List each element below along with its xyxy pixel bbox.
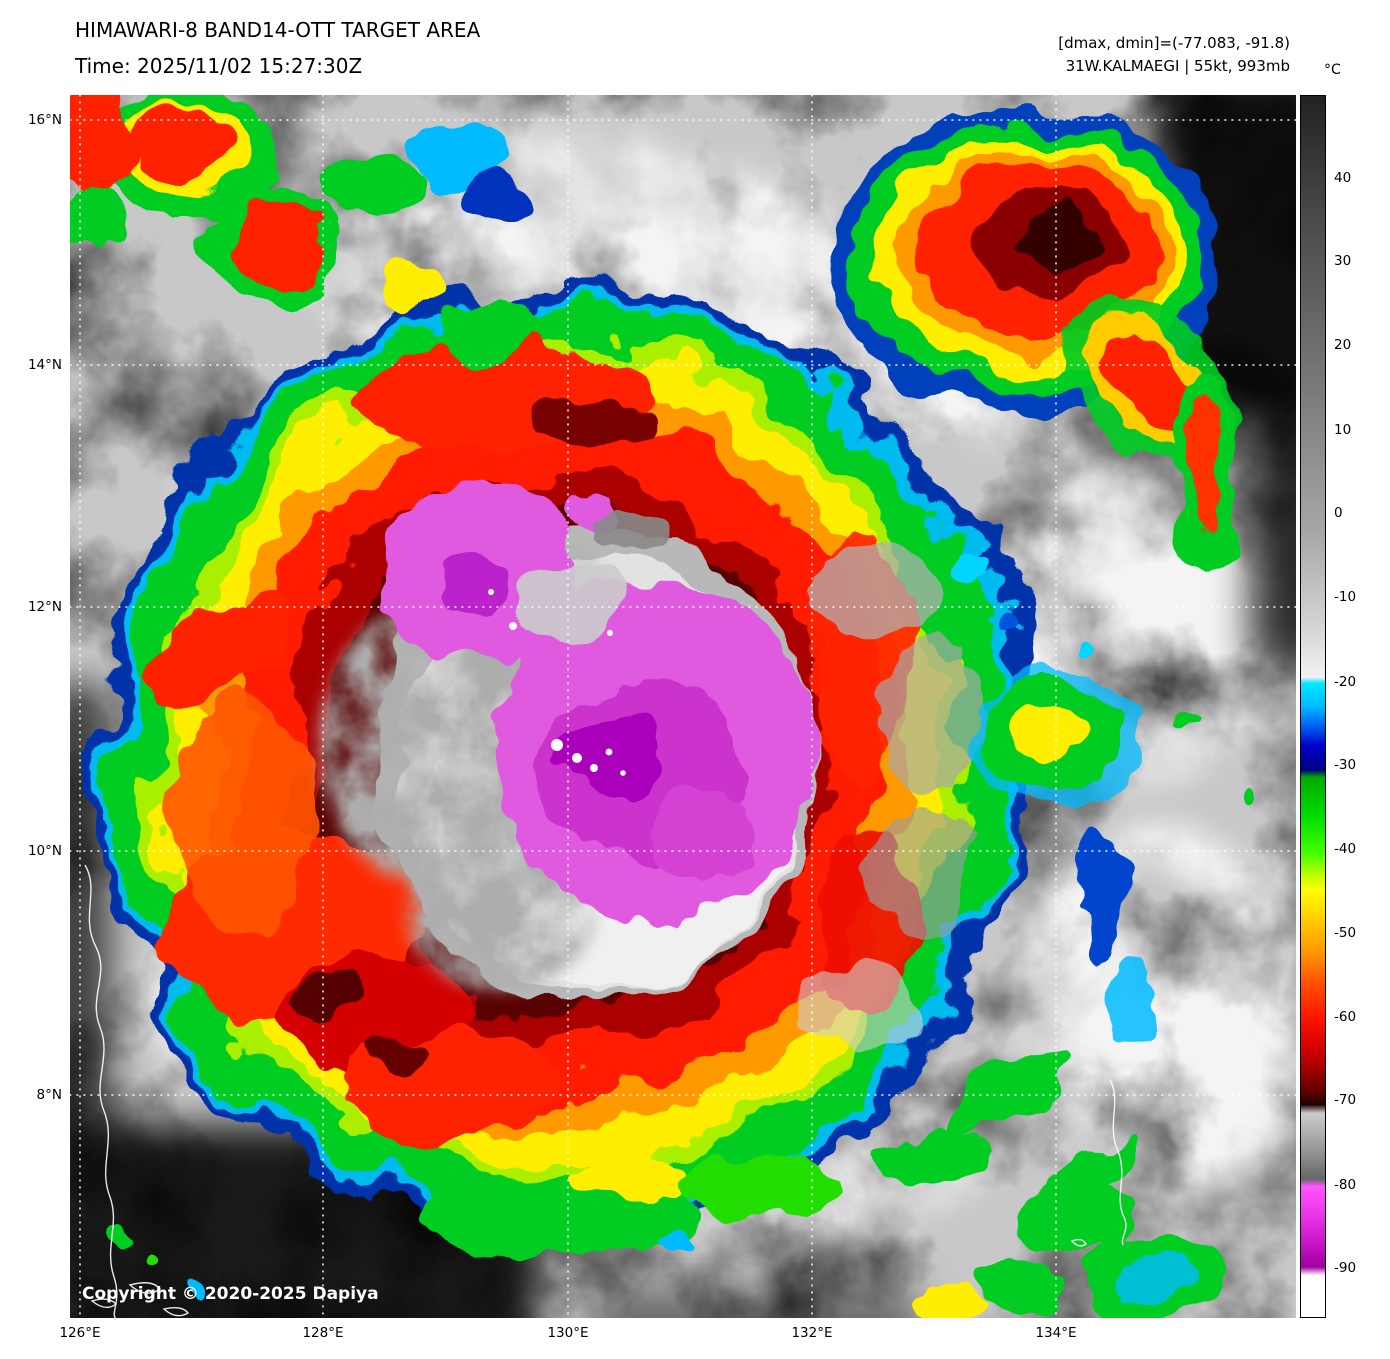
cold-cloud-tops: [378, 487, 815, 918]
timestamp: Time: 2025/11/02 15:27:30Z: [75, 54, 363, 78]
lon-tick: 130°E: [547, 1325, 589, 1341]
lat-tick: 8°N: [36, 1087, 62, 1103]
dmax-dmin-readout: [dmax, dmin]=(-77.083, -91.8): [1058, 34, 1290, 52]
lon-tick: 134°E: [1035, 1325, 1077, 1341]
colorbar-tick: -80: [1334, 1177, 1357, 1193]
colorbar-tick: -30: [1334, 757, 1357, 773]
colorbar-tick: 20: [1334, 337, 1352, 353]
colorbar-tick: 0: [1334, 505, 1343, 521]
colorbar-tick: 10: [1334, 422, 1352, 438]
coastlines: [84, 864, 1127, 1318]
colorbar: 40 30 20 10 0 -10 -20 -30 -40 -50 -60 -7…: [1300, 95, 1390, 1318]
lon-tick: 128°E: [302, 1325, 344, 1341]
colorbar-tick: -10: [1334, 589, 1357, 605]
overshooting-tops: [488, 589, 626, 776]
nw-convective-patches: [70, 95, 536, 705]
colorbar-tick: -50: [1334, 925, 1357, 941]
lat-tick: 14°N: [27, 357, 62, 373]
colorbar-unit: °C: [1324, 62, 1341, 78]
lon-tick: 132°E: [791, 1325, 833, 1341]
colorbar-tick: -60: [1334, 1009, 1357, 1025]
colorbar-gradient: [1300, 95, 1326, 1318]
colorbar-tick: -70: [1334, 1092, 1357, 1108]
scattered-convection: [112, 563, 1252, 1318]
colorbar-tick: -20: [1334, 674, 1357, 690]
ring-gray-gaps: [805, 545, 984, 1053]
lat-tick: 10°N: [27, 843, 62, 859]
lat-tick: 12°N: [27, 599, 62, 615]
lat-tick: 16°N: [27, 112, 62, 128]
colorbar-tick: 30: [1334, 253, 1352, 269]
lon-tick: 126°E: [59, 1325, 101, 1341]
page-title: HIMAWARI-8 BAND14-OTT TARGET AREA: [75, 18, 481, 42]
storm-info: 31W.KALMAEGI | 55kt, 993mb: [1065, 57, 1290, 75]
satellite-map: Copyright © 2020-2025 Dapiya: [70, 95, 1296, 1318]
satellite-scene: [70, 95, 1296, 1318]
ne-storm: [830, 108, 1236, 580]
copyright-watermark: Copyright © 2020-2025 Dapiya: [82, 1284, 379, 1304]
colorbar-tick: -90: [1334, 1260, 1357, 1276]
grid-lines: [70, 95, 1296, 1318]
colorbar-tick: -40: [1334, 841, 1357, 857]
colorbar-tick: 40: [1334, 170, 1352, 186]
